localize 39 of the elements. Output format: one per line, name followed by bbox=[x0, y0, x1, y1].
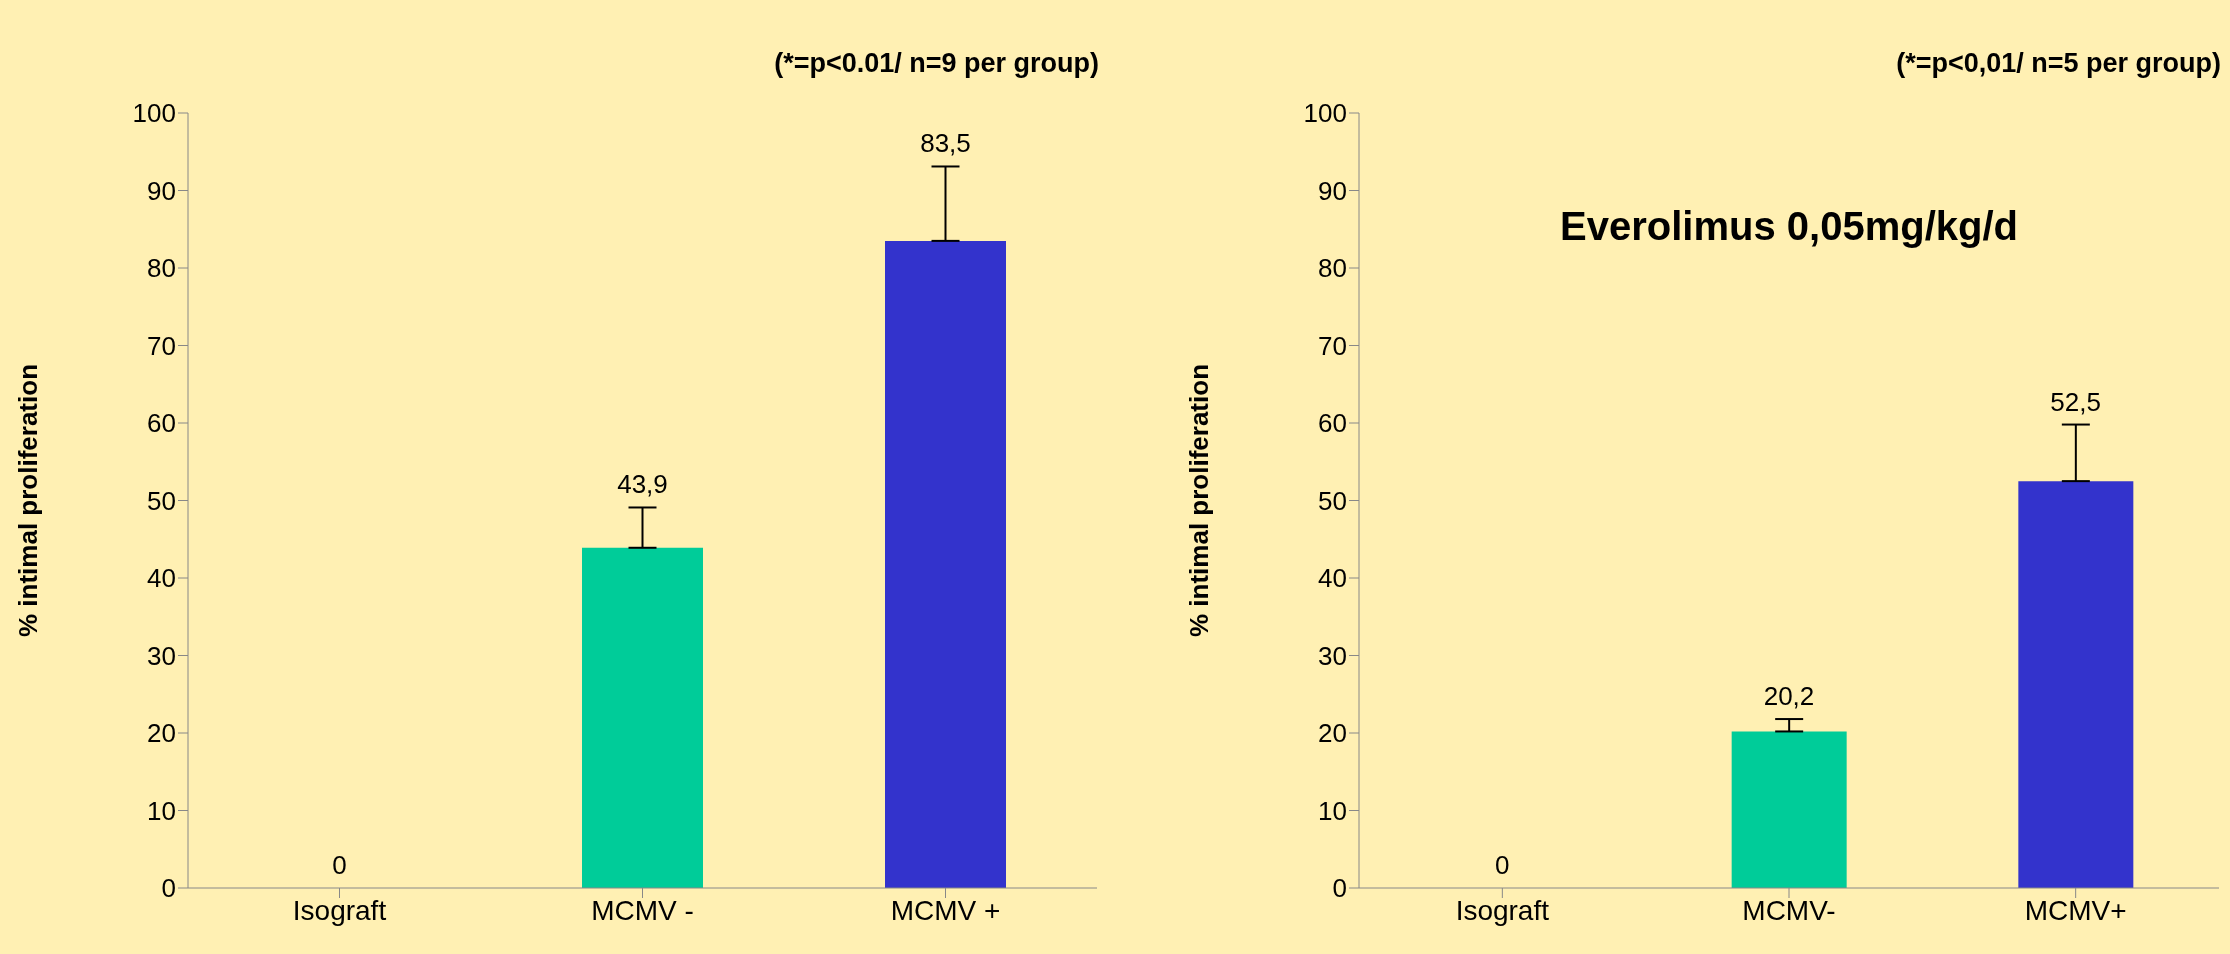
y-tick-label: 0 bbox=[161, 873, 176, 904]
data-label: 0 bbox=[332, 850, 347, 880]
y-tick-label: 40 bbox=[1318, 563, 1347, 594]
y-axis-title: % intimal proliferation bbox=[13, 363, 44, 638]
data-label: 20,2 bbox=[1763, 681, 1815, 712]
y-tick-label: 100 bbox=[1303, 98, 1347, 129]
data-label: 52,5 bbox=[2050, 386, 2101, 417]
y-tick-label: 100 bbox=[132, 98, 176, 129]
y-tick-label: 90 bbox=[1318, 175, 1347, 206]
x-tick-label: Isograft bbox=[292, 894, 387, 926]
y-tick-label: 20 bbox=[1318, 718, 1347, 749]
y-tick-label: 50 bbox=[1318, 485, 1347, 516]
y-tick-label: 90 bbox=[147, 175, 176, 206]
y-tick-label: 60 bbox=[1318, 408, 1347, 439]
y-tick-label: 70 bbox=[1318, 330, 1347, 361]
x-tick-label: Isograft bbox=[1455, 894, 1550, 926]
data-label: 0 bbox=[1495, 850, 1510, 880]
y-tick-label: 80 bbox=[147, 253, 176, 284]
data-label: 43,9 bbox=[617, 469, 668, 500]
text: (*=p<0.01/ n=9 per group) bbox=[774, 48, 1099, 79]
y-tick-label: 30 bbox=[147, 640, 176, 671]
text: (*=p<0,01/ n=5 per group) bbox=[1896, 48, 2221, 79]
data-label: 83,5 bbox=[920, 128, 971, 159]
y-tick-label: 70 bbox=[147, 330, 176, 361]
x-tick-label: MCMV + bbox=[890, 894, 1001, 926]
y-axis-title: % intimal proliferation bbox=[1184, 363, 1215, 638]
y-tick-label: 10 bbox=[1318, 795, 1347, 826]
y-tick-label: 60 bbox=[147, 408, 176, 439]
y-tick-label: 80 bbox=[1318, 253, 1347, 284]
y-tick-label: 30 bbox=[1318, 640, 1347, 671]
x-tick-label: MCMV+ bbox=[2024, 894, 2127, 926]
y-tick-label: 20 bbox=[147, 718, 176, 749]
y-tick-label: 0 bbox=[1332, 873, 1347, 904]
y-tick-label: 40 bbox=[147, 563, 176, 594]
y-tick-label: 10 bbox=[147, 795, 176, 826]
text: Everolimus 0,05mg/kg/d bbox=[1559, 204, 2019, 249]
x-tick-label: MCMV- bbox=[1742, 894, 1836, 926]
y-tick-label: 50 bbox=[147, 485, 176, 516]
x-tick-label: MCMV - bbox=[591, 894, 694, 926]
